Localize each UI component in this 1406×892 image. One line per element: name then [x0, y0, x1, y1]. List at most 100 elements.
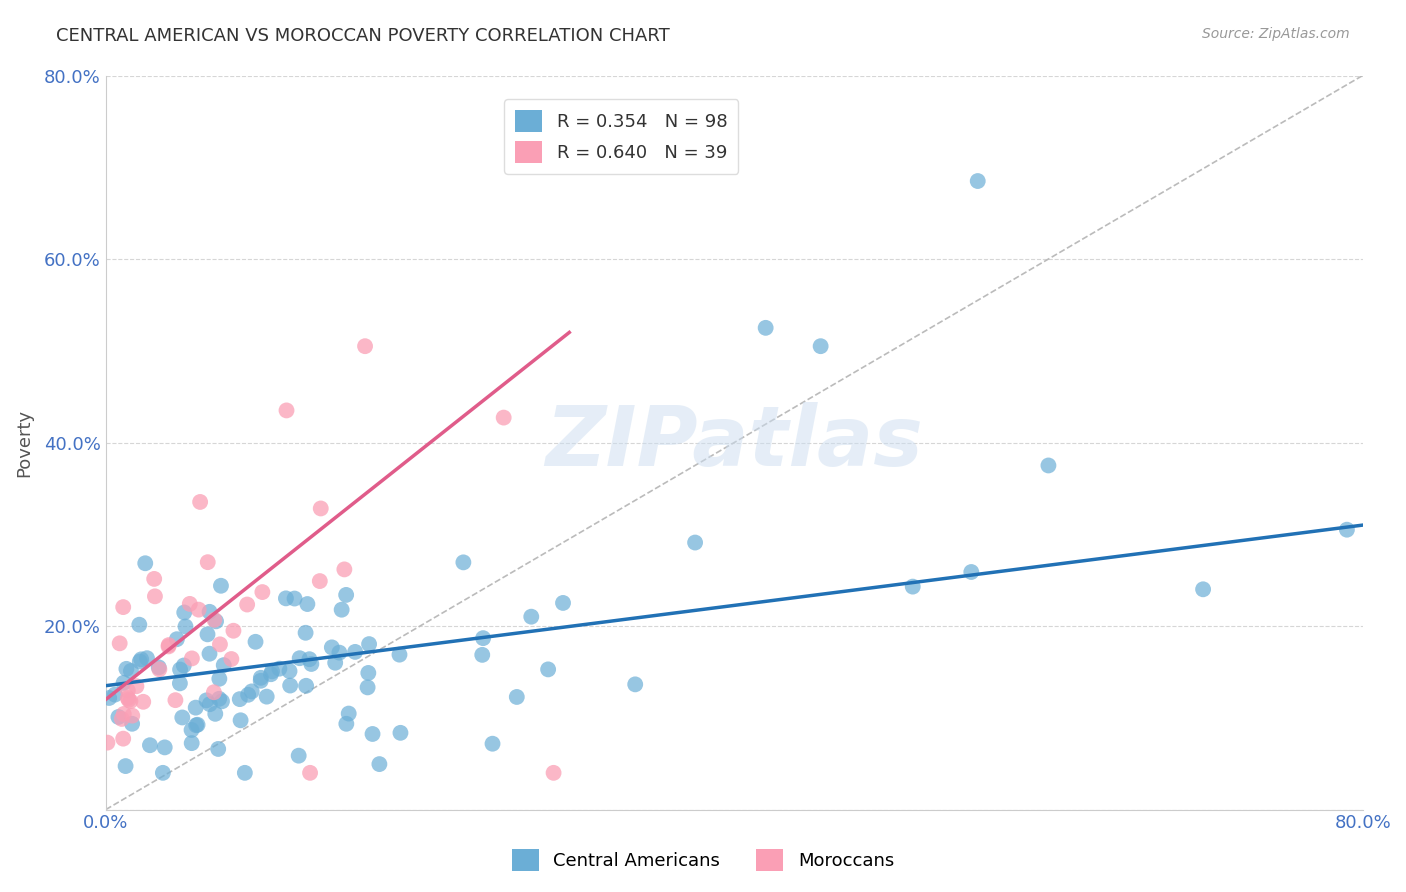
- Point: [368, 757, 391, 772]
- Legend: R = 0.354   N = 98, R = 0.640   N = 39: R = 0.354 N = 98, R = 0.640 N = 39: [505, 99, 738, 174]
- Point: [453, 555, 475, 569]
- Point: [174, 619, 197, 633]
- Point: [188, 495, 211, 509]
- Point: [233, 765, 256, 780]
- Point: [388, 648, 411, 662]
- Point: [245, 635, 267, 649]
- Point: [537, 662, 560, 676]
- Point: [121, 716, 143, 731]
- Point: [202, 685, 225, 699]
- Point: [187, 602, 209, 616]
- Point: [297, 597, 319, 611]
- Point: [128, 655, 150, 669]
- Point: [283, 591, 305, 606]
- Point: [543, 765, 565, 780]
- Point: [120, 664, 142, 678]
- Point: [166, 632, 188, 647]
- Point: [299, 657, 322, 671]
- Point: [389, 726, 412, 740]
- Point: [309, 501, 332, 516]
- Text: ZIPatlas: ZIPatlas: [546, 402, 924, 483]
- Point: [139, 738, 162, 752]
- Point: [198, 697, 221, 711]
- Point: [169, 676, 191, 690]
- Point: [276, 403, 298, 417]
- Point: [157, 640, 180, 654]
- Point: [278, 664, 301, 678]
- Point: [212, 658, 235, 673]
- Point: [249, 673, 271, 688]
- Point: [211, 694, 233, 708]
- Point: [204, 706, 226, 721]
- Point: [337, 706, 360, 721]
- Point: [274, 591, 297, 606]
- Point: [359, 637, 381, 651]
- Point: [236, 598, 259, 612]
- Point: [755, 321, 778, 335]
- Point: [222, 624, 245, 638]
- Point: [299, 765, 322, 780]
- Point: [335, 588, 357, 602]
- Point: [107, 710, 129, 724]
- Point: [180, 723, 202, 737]
- Point: [960, 565, 983, 579]
- Point: [148, 660, 170, 674]
- Y-axis label: Poverty: Poverty: [15, 409, 32, 476]
- Point: [333, 562, 356, 576]
- Point: [1192, 582, 1215, 597]
- Point: [128, 617, 150, 632]
- Point: [506, 690, 529, 704]
- Point: [112, 731, 135, 746]
- Point: [179, 597, 201, 611]
- Point: [98, 690, 121, 705]
- Point: [121, 708, 143, 723]
- Point: [361, 727, 384, 741]
- Point: [157, 638, 180, 652]
- Point: [104, 688, 127, 702]
- Point: [207, 742, 229, 756]
- Point: [165, 693, 187, 707]
- Point: [472, 631, 495, 645]
- Point: [209, 579, 232, 593]
- Point: [197, 627, 219, 641]
- Point: [197, 555, 219, 569]
- Point: [683, 535, 706, 549]
- Point: [208, 672, 231, 686]
- Point: [260, 665, 283, 679]
- Point: [125, 679, 148, 693]
- Point: [288, 651, 311, 665]
- Point: [551, 596, 574, 610]
- Point: [198, 647, 221, 661]
- Point: [187, 718, 209, 732]
- Point: [205, 615, 228, 629]
- Point: [129, 652, 152, 666]
- Point: [321, 640, 343, 655]
- Point: [966, 174, 988, 188]
- Point: [173, 606, 195, 620]
- Point: [471, 648, 494, 662]
- Point: [117, 683, 139, 698]
- Point: [356, 681, 378, 695]
- Point: [152, 765, 174, 780]
- Point: [269, 662, 291, 676]
- Point: [143, 572, 166, 586]
- Point: [328, 646, 350, 660]
- Point: [195, 693, 218, 707]
- Point: [134, 556, 156, 570]
- Legend: Central Americans, Moroccans: Central Americans, Moroccans: [505, 842, 901, 879]
- Text: Source: ZipAtlas.com: Source: ZipAtlas.com: [1202, 27, 1350, 41]
- Point: [236, 688, 259, 702]
- Point: [186, 718, 208, 732]
- Point: [294, 625, 316, 640]
- Point: [323, 656, 346, 670]
- Point: [136, 651, 159, 665]
- Point: [132, 695, 155, 709]
- Point: [308, 574, 330, 588]
- Point: [229, 714, 252, 728]
- Point: [520, 609, 543, 624]
- Point: [184, 700, 207, 714]
- Point: [180, 736, 202, 750]
- Point: [114, 759, 136, 773]
- Text: CENTRAL AMERICAN VS MOROCCAN POVERTY CORRELATION CHART: CENTRAL AMERICAN VS MOROCCAN POVERTY COR…: [56, 27, 671, 45]
- Point: [481, 737, 503, 751]
